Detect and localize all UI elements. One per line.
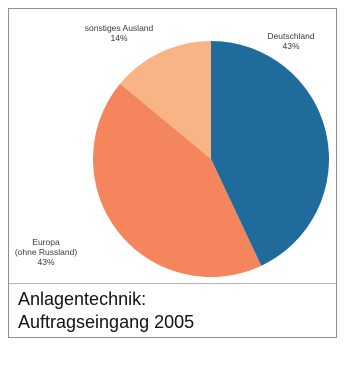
pie-label-3: sonstiges Ausland 14% (85, 23, 154, 43)
pie-slice-2 (92, 83, 262, 278)
pie-chart: Deutschland 43% Europa (ohne Russland) 43% so… (15, 23, 329, 278)
caption-line-2: Auftragseingang 2005 (18, 312, 195, 332)
pie-label-2: Europa (ohne Russland) 43% (15, 237, 78, 267)
pie-slice-1 (211, 41, 329, 266)
pie-slice-3 (120, 40, 211, 159)
figure-caption: Anlagentechnik: Auftragseingang 2005 (18, 288, 328, 334)
chart-area: Deutschland 43% Europa (ohne Russland) 43% so… (9, 9, 336, 284)
pie-label-1: Deutschland 43% (267, 31, 315, 51)
caption-line-1: Anlagentechnik: (18, 289, 147, 309)
figure-frame: Deutschland 43% Europa (ohne Russland) 43% so… (8, 8, 337, 338)
